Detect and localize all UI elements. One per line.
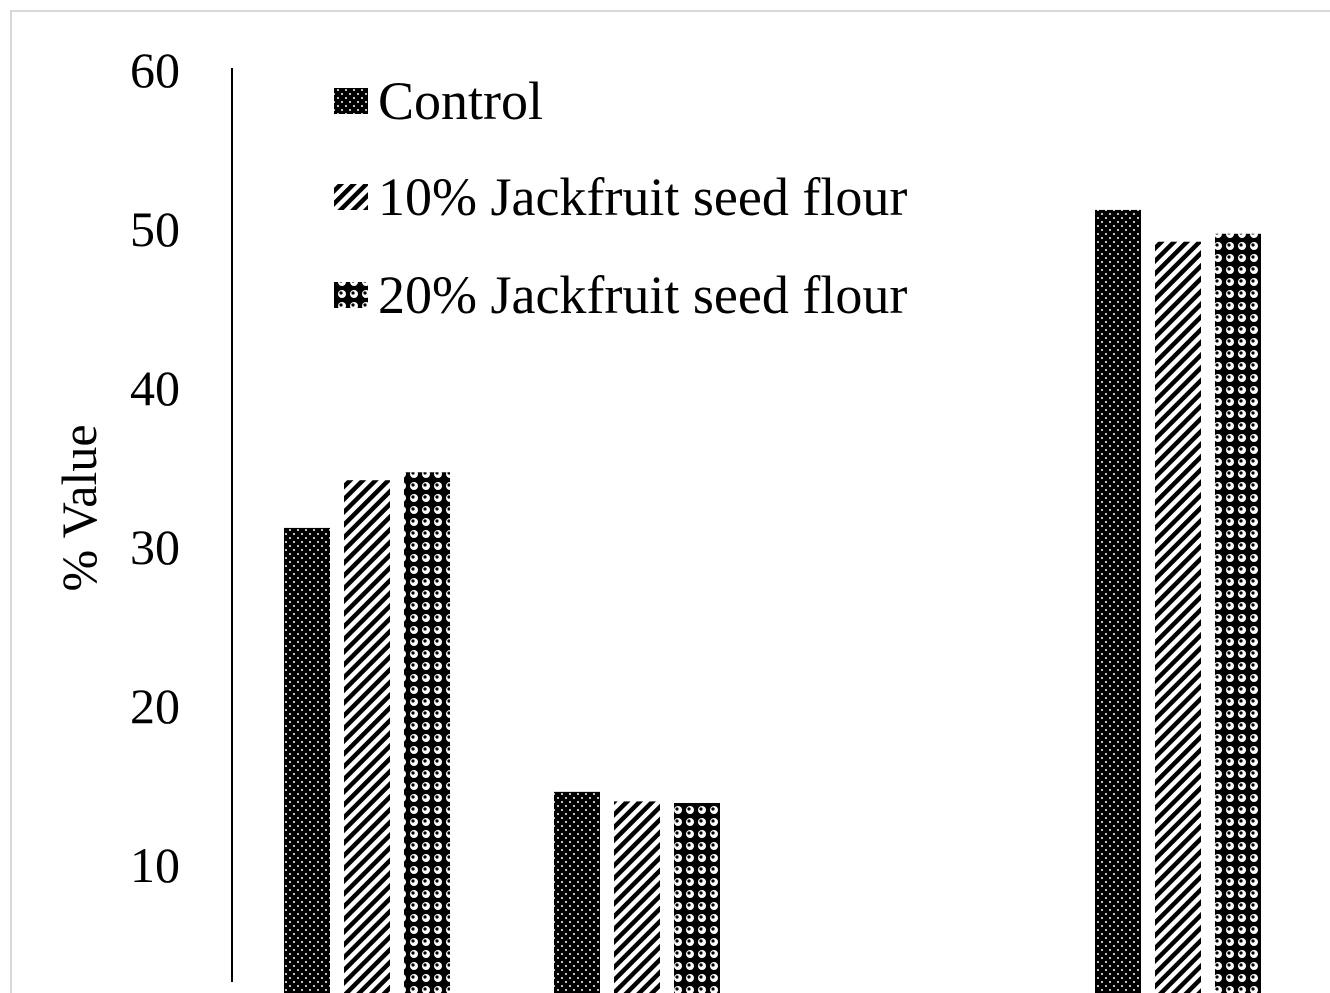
legend-swatch-10pct bbox=[334, 184, 368, 210]
y-tick-label: 40 bbox=[130, 360, 180, 416]
bar-20pct-group-1 bbox=[404, 472, 450, 993]
legend-label-control: Control bbox=[378, 71, 543, 131]
y-tick-label: 30 bbox=[130, 519, 180, 575]
y-axis-label: % Value bbox=[51, 424, 107, 591]
bar-20pct-group-2 bbox=[674, 802, 720, 993]
legend-item-20pct: 20% Jackfruit seed flour bbox=[334, 265, 907, 325]
y-tick-label: 10 bbox=[130, 837, 180, 893]
legend-label-10pct: 10% Jackfruit seed flour bbox=[378, 167, 907, 227]
bar-10pct-group-2 bbox=[614, 801, 660, 993]
bar-control-group-3 bbox=[1095, 209, 1141, 993]
bar-10pct-group-3 bbox=[1155, 241, 1201, 993]
legend-swatch-control bbox=[334, 88, 368, 114]
y-tick-label: 60 bbox=[130, 42, 180, 98]
bar-control-group-1 bbox=[284, 527, 330, 993]
legend-item-control: Control bbox=[334, 71, 543, 131]
bar-10pct-group-1 bbox=[344, 480, 390, 993]
legend-swatch-20pct bbox=[334, 282, 368, 308]
y-tick-label: 50 bbox=[130, 201, 180, 257]
y-tick-label: 20 bbox=[130, 678, 180, 734]
legend: Control 10% Jackfruit seed flour 20% Jac… bbox=[334, 71, 907, 325]
legend-label-20pct: 20% Jackfruit seed flour bbox=[378, 265, 907, 325]
bar-control-group-2 bbox=[554, 791, 600, 993]
bar-20pct-group-3 bbox=[1215, 233, 1261, 993]
bars bbox=[284, 209, 1261, 993]
legend-item-10pct: 10% Jackfruit seed flour bbox=[334, 167, 907, 227]
y-tick-labels: 10 20 30 40 50 60 bbox=[130, 42, 180, 893]
